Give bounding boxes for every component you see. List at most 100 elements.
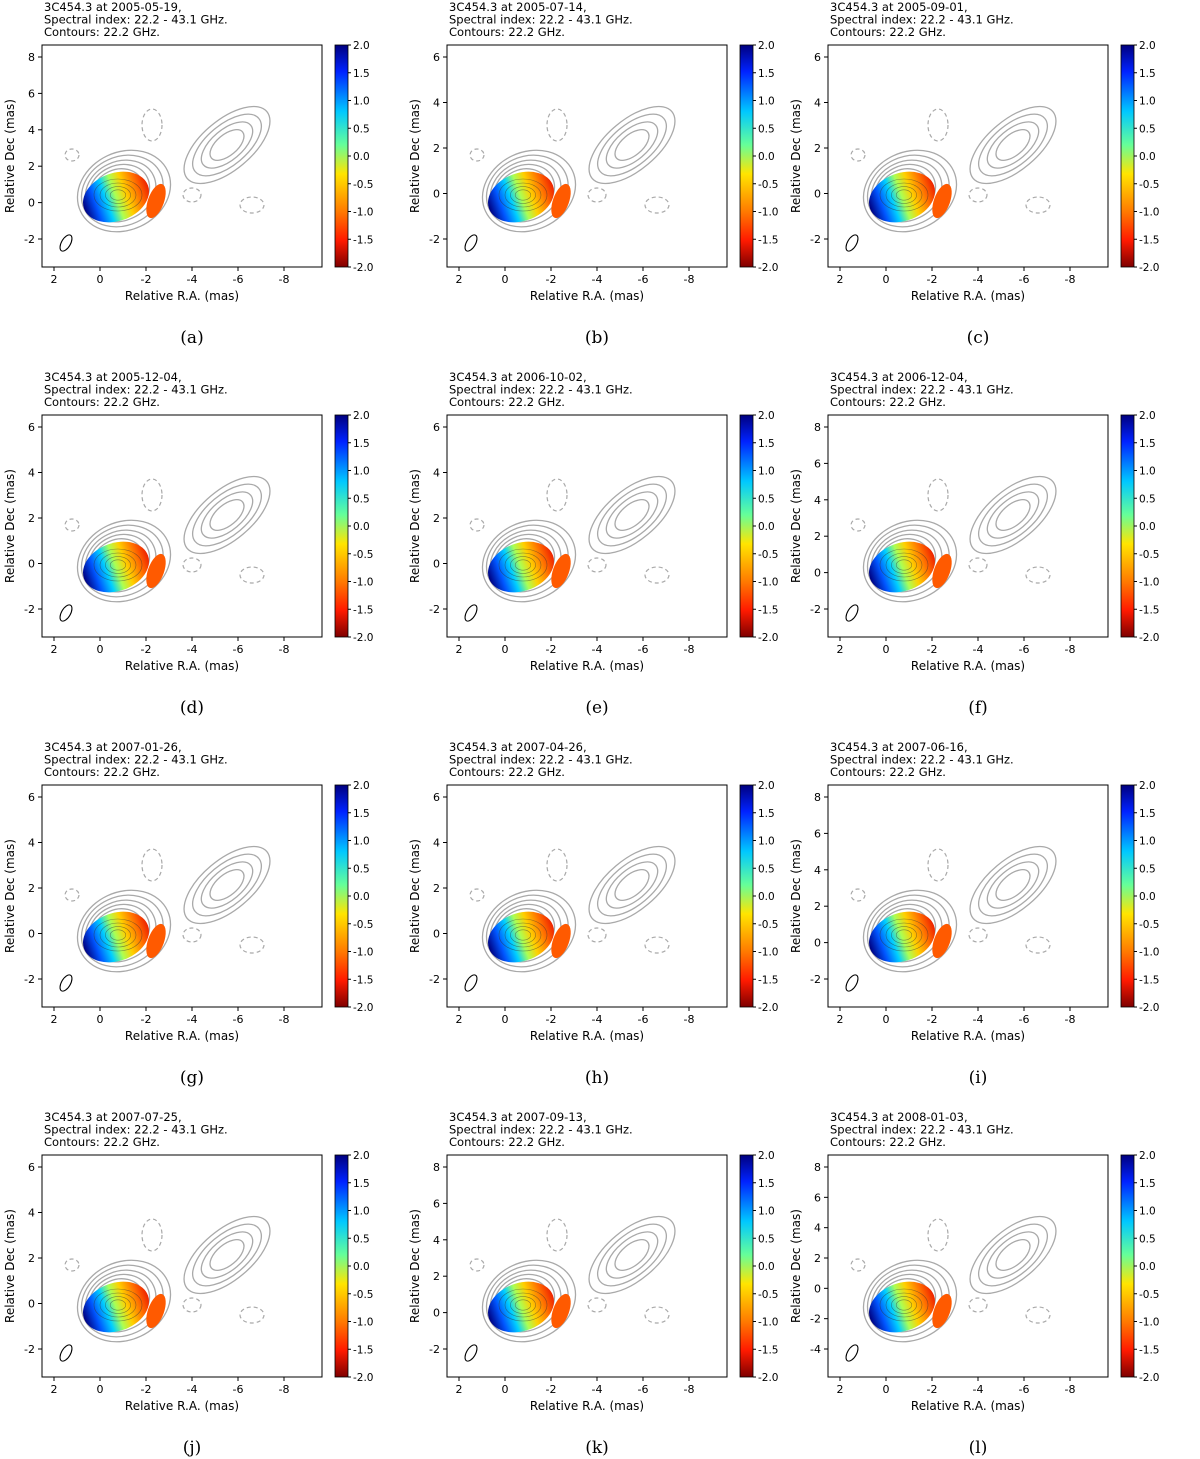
y-tick-label: 2 <box>433 512 440 525</box>
colorbar-tick-label: 0.5 <box>353 863 370 875</box>
x-tick-label: -2 <box>141 273 152 286</box>
panel-title-line: Spectral index: 22.2 - 43.1 GHz. <box>44 383 228 397</box>
core-contour <box>879 1288 929 1322</box>
core-contour <box>514 189 532 201</box>
core-contour <box>879 918 929 952</box>
core-contour <box>895 929 913 941</box>
core-contour <box>109 559 127 571</box>
negative-contour <box>587 187 607 203</box>
colorbar-tick-label: 0.5 <box>1139 123 1156 135</box>
panel-title-line: 3C454.3 at 2007-09-13, <box>449 1110 587 1124</box>
core-contours <box>93 1288 143 1322</box>
negative-contours <box>64 478 265 584</box>
colorbar-tick-label: -0.5 <box>758 549 779 561</box>
beam-ellipse <box>845 234 859 252</box>
x-tick-label: -4 <box>187 643 198 656</box>
colorbar-tick-label: -2.0 <box>758 262 779 274</box>
panel-title-line: Spectral index: 22.2 - 43.1 GHz. <box>449 1123 633 1137</box>
negative-contour <box>141 478 163 512</box>
colorbar-tick-label: -1.5 <box>758 604 779 616</box>
colorbar-tick-label: 2.0 <box>758 410 775 422</box>
y-tick-label: -2 <box>24 233 35 246</box>
plot-frame <box>446 414 728 638</box>
x-tick-label: 0 <box>883 643 890 656</box>
contour-line <box>200 1231 254 1279</box>
y-axis-label: Relative Dec (mas) <box>3 1209 17 1323</box>
negative-contour <box>968 927 988 943</box>
x-axis-label: Relative R.A. (mas) <box>911 289 1025 303</box>
y-tick-label: 4 <box>433 837 440 850</box>
y-tick-label: 4 <box>433 1234 440 1247</box>
panel-caption: (k) <box>585 1438 609 1458</box>
core-contour <box>514 929 532 941</box>
x-tick-label: -2 <box>927 1383 938 1396</box>
y-axis-label: Relative Dec (mas) <box>789 99 803 213</box>
colorbar-tick-label: 2.0 <box>1139 780 1156 792</box>
negative-contour <box>587 927 607 943</box>
x-tick-label: -2 <box>546 1383 557 1396</box>
core-contour <box>99 1292 137 1318</box>
contour-line <box>200 491 254 539</box>
y-tick-label: 4 <box>814 494 821 507</box>
panel-caption: (j) <box>183 1438 202 1458</box>
core-contour <box>109 189 127 201</box>
spectral-index-core <box>869 1281 935 1333</box>
negative-contour <box>64 518 80 532</box>
panel-title-line: Contours: 22.2 GHz. <box>449 765 565 779</box>
negative-contours <box>64 108 265 214</box>
panel-f: 3C454.3 at 2006-12-04,Spectral index: 22… <box>789 370 1160 718</box>
core-contour <box>498 178 548 212</box>
panel-image <box>464 475 676 622</box>
y-tick-label: 6 <box>28 87 35 100</box>
x-axis-label: Relative R.A. (mas) <box>530 659 644 673</box>
panel-title-line: Spectral index: 22.2 - 43.1 GHz. <box>449 753 633 767</box>
y-tick-label: -2 <box>810 1313 821 1326</box>
negative-contour <box>182 187 202 203</box>
panel-image <box>464 1215 676 1362</box>
x-tick-label: -8 <box>684 1383 695 1396</box>
y-tick-label: 2 <box>28 1252 35 1265</box>
core-contour <box>510 186 536 204</box>
colorbar-tick-label: -0.5 <box>353 1289 374 1301</box>
negative-contour <box>546 478 568 512</box>
negative-contours <box>850 848 1051 954</box>
colorbar-tick-label: 1.5 <box>353 808 370 820</box>
colorbar-tick-label: 1.0 <box>353 836 370 848</box>
core-contour <box>895 559 913 571</box>
x-tick-label: 2 <box>456 1013 463 1026</box>
x-tick-label: -6 <box>1019 273 1030 286</box>
contour-line <box>76 519 172 603</box>
colorbar-tick-label: -1.0 <box>758 577 779 589</box>
y-tick-label: 2 <box>814 530 821 543</box>
plot-frame <box>41 1154 323 1378</box>
y-tick-label: 2 <box>433 1270 440 1283</box>
negative-contour <box>1025 196 1051 214</box>
colorbar-tick-label: -1.5 <box>353 234 374 246</box>
contour-line <box>978 853 1048 917</box>
contour-line <box>209 129 245 161</box>
contour-map <box>862 845 1057 973</box>
panel-caption: (c) <box>967 328 990 348</box>
negative-contour <box>182 557 202 573</box>
negative-contour <box>1025 566 1051 584</box>
core-contours <box>93 918 143 952</box>
negative-contour <box>927 848 949 882</box>
colorbar-tick-label: 1.5 <box>1139 68 1156 80</box>
plot-frame <box>41 784 323 1008</box>
contour-line <box>969 1215 1057 1295</box>
panel-l: 3C454.3 at 2008-01-03,Spectral index: 22… <box>789 1110 1160 1458</box>
colorbar-tick-label: -1.5 <box>1139 604 1160 616</box>
x-tick-label: -2 <box>141 1383 152 1396</box>
negative-contour <box>1025 936 1051 954</box>
x-tick-label: 2 <box>837 273 844 286</box>
colorbar <box>739 784 754 1008</box>
contour-line <box>209 499 245 531</box>
core-contours <box>93 178 143 212</box>
colorbar-tick-label: 0.5 <box>758 123 775 135</box>
negative-contour <box>64 148 80 162</box>
x-tick-label: -8 <box>279 1383 290 1396</box>
panel-title-line: Spectral index: 22.2 - 43.1 GHz. <box>830 383 1014 397</box>
x-tick-label: -8 <box>684 1013 695 1026</box>
contour-line <box>969 845 1057 925</box>
x-tick-label: -6 <box>1019 1013 1030 1026</box>
